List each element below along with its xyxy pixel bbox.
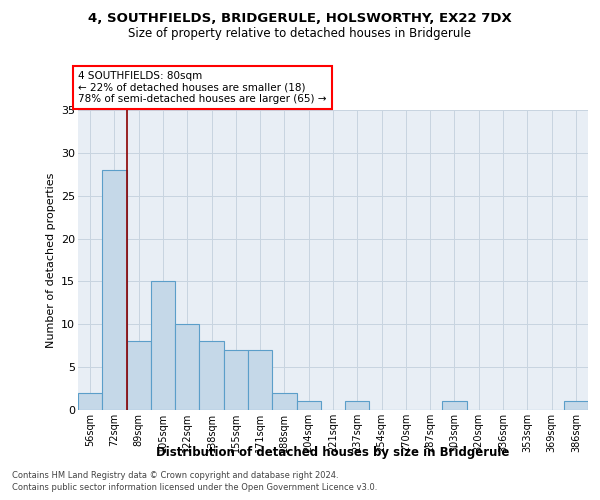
Bar [151, 282, 175, 410]
Bar [248, 350, 272, 410]
Bar [564, 402, 588, 410]
Text: Size of property relative to detached houses in Bridgerule: Size of property relative to detached ho… [128, 28, 472, 40]
Bar [345, 402, 370, 410]
Text: 4 SOUTHFIELDS: 80sqm
← 22% of detached houses are smaller (18)
78% of semi-detac: 4 SOUTHFIELDS: 80sqm ← 22% of detached h… [78, 71, 326, 104]
Bar [224, 350, 248, 410]
Y-axis label: Number of detached properties: Number of detached properties [46, 172, 56, 348]
Text: Distribution of detached houses by size in Bridgerule: Distribution of detached houses by size … [157, 446, 509, 459]
Bar [78, 393, 102, 410]
Bar [175, 324, 199, 410]
Bar [102, 170, 127, 410]
Bar [199, 342, 224, 410]
Bar [442, 402, 467, 410]
Text: Contains public sector information licensed under the Open Government Licence v3: Contains public sector information licen… [12, 484, 377, 492]
Bar [127, 342, 151, 410]
Bar [296, 402, 321, 410]
Bar [272, 393, 296, 410]
Text: 4, SOUTHFIELDS, BRIDGERULE, HOLSWORTHY, EX22 7DX: 4, SOUTHFIELDS, BRIDGERULE, HOLSWORTHY, … [88, 12, 512, 26]
Text: Contains HM Land Registry data © Crown copyright and database right 2024.: Contains HM Land Registry data © Crown c… [12, 471, 338, 480]
